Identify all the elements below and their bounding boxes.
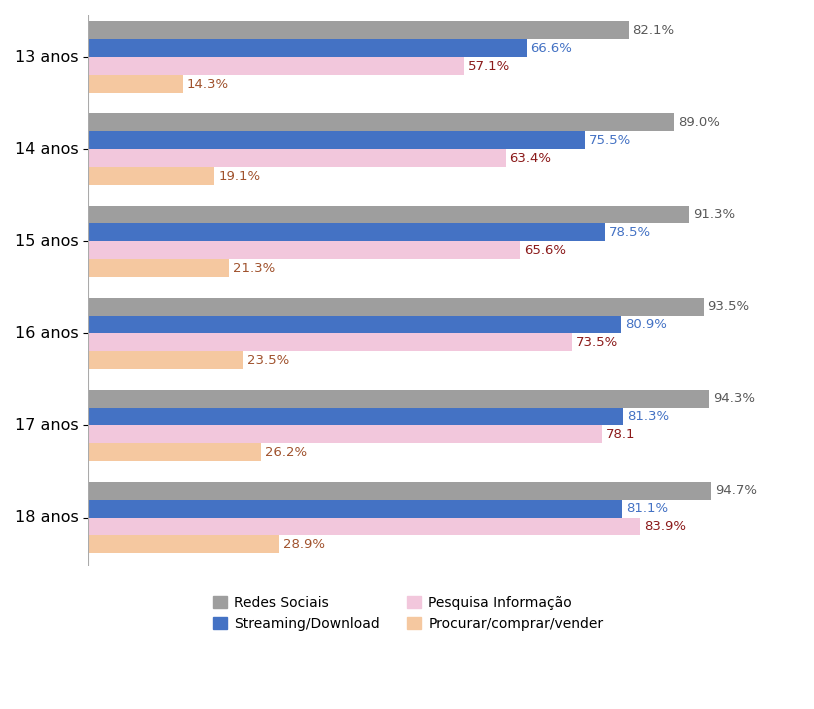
Text: 82.1%: 82.1% bbox=[632, 24, 675, 37]
Bar bbox=[89, 518, 641, 535]
Bar bbox=[89, 535, 278, 554]
Text: 73.5%: 73.5% bbox=[576, 336, 618, 349]
Text: 81.3%: 81.3% bbox=[628, 410, 669, 423]
Text: 23.5%: 23.5% bbox=[247, 354, 289, 367]
Bar bbox=[89, 333, 572, 352]
Bar bbox=[89, 150, 505, 167]
Bar bbox=[89, 481, 711, 500]
Bar bbox=[89, 241, 520, 259]
Bar bbox=[89, 390, 709, 408]
Text: 14.3%: 14.3% bbox=[186, 77, 229, 91]
Text: 83.9%: 83.9% bbox=[645, 520, 686, 533]
Text: 57.1%: 57.1% bbox=[468, 60, 510, 72]
Text: 78.5%: 78.5% bbox=[609, 226, 651, 239]
Text: 78.1: 78.1 bbox=[606, 428, 636, 441]
Bar bbox=[89, 21, 628, 39]
Text: 26.2%: 26.2% bbox=[265, 446, 307, 459]
Text: 65.6%: 65.6% bbox=[524, 244, 566, 257]
Bar bbox=[89, 206, 689, 223]
Legend: Redes Sociais, Streaming/Download, Pesquisa Informação, Procurar/comprar/vender: Redes Sociais, Streaming/Download, Pesqu… bbox=[213, 596, 603, 631]
Bar bbox=[89, 408, 624, 425]
Text: 75.5%: 75.5% bbox=[589, 134, 632, 147]
Bar bbox=[89, 500, 622, 518]
Bar bbox=[89, 352, 243, 369]
Bar bbox=[89, 39, 527, 57]
Text: 81.1%: 81.1% bbox=[626, 502, 668, 515]
Text: 94.7%: 94.7% bbox=[716, 484, 758, 497]
Bar bbox=[89, 425, 602, 443]
Text: 94.3%: 94.3% bbox=[713, 392, 755, 405]
Text: 19.1%: 19.1% bbox=[218, 169, 260, 183]
Bar bbox=[89, 316, 621, 333]
Text: 66.6%: 66.6% bbox=[531, 42, 572, 55]
Bar bbox=[89, 223, 605, 241]
Text: 93.5%: 93.5% bbox=[707, 300, 750, 313]
Text: 63.4%: 63.4% bbox=[510, 152, 552, 164]
Bar bbox=[89, 298, 703, 316]
Text: 28.9%: 28.9% bbox=[282, 538, 325, 551]
Bar bbox=[89, 75, 182, 93]
Bar bbox=[89, 131, 585, 150]
Bar bbox=[89, 57, 464, 75]
Text: 21.3%: 21.3% bbox=[233, 262, 275, 274]
Text: 80.9%: 80.9% bbox=[624, 318, 667, 331]
Text: 89.0%: 89.0% bbox=[678, 116, 720, 129]
Bar bbox=[89, 167, 214, 185]
Bar bbox=[89, 259, 229, 277]
Bar bbox=[89, 443, 260, 462]
Bar bbox=[89, 113, 674, 131]
Text: 91.3%: 91.3% bbox=[693, 208, 735, 221]
